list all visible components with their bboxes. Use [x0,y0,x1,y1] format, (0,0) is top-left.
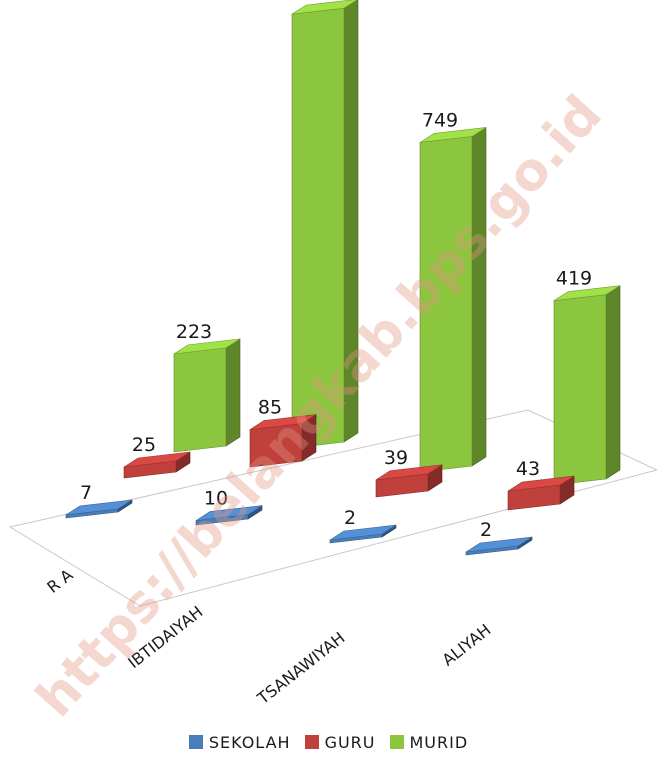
value-label-guru-aliyah: 43 [516,458,540,480]
bar-top [465,536,533,553]
value-label-sekolah-aliyah: 2 [480,519,492,541]
bar-sekolah-ibtidaiyah [195,505,263,526]
bar-guru-ra [123,451,191,479]
legend-swatch-murid [389,735,404,749]
legend-label-guru: GURU [324,732,376,752]
bar-side [225,338,241,447]
bar-top [195,505,263,521]
chart-legend: SEKOLAH GURU MURID [0,722,657,762]
category-label-tsanawiyah: TSANAWIYAH [253,628,348,708]
bar-murid-tsanawiyah [419,126,487,473]
bar-top [249,414,317,430]
bar-top [65,499,133,516]
category-label-ra: R A [43,565,76,597]
category-label-aliyah: ALIYAH [439,620,495,670]
bar-top [123,451,191,468]
value-label-murid-ibtidaiyah: 986 [294,0,330,3]
bar-top [173,338,241,355]
legend-item-murid: MURID [389,732,469,752]
bar-top [553,285,621,301]
value-label-murid-aliyah: 419 [556,268,592,290]
legend-swatch-sekolah [188,735,203,749]
bar-front [173,347,227,453]
legend-swatch-guru [304,735,319,749]
value-label-guru-ibtidaiyah: 85 [258,397,282,419]
bars-layer [65,0,621,556]
bar-side [605,285,621,480]
bar-top [419,127,487,143]
value-label-sekolah-ra: 7 [80,482,92,504]
bar-guru-ibtidaiyah [249,414,317,468]
bar-sekolah-aliyah [465,536,533,556]
bar-top [507,475,575,492]
bar-guru-aliyah [507,475,575,511]
bar-top [375,464,443,481]
value-label-sekolah-ibtidaiyah: 10 [204,488,228,510]
value-label-guru-ra: 25 [132,434,156,456]
value-label-murid-ra: 223 [176,321,212,343]
labels-layer: 223 986 749 419 25 85 39 43 7 10 2 2 [80,0,592,541]
legend-label-murid: MURID [409,732,469,752]
bar-guru-tsanawiyah [375,464,443,498]
bar-top [291,0,358,15]
legend-item-guru: GURU [304,732,376,752]
bar-murid-ibtidaiyah [291,0,359,449]
bar-top [329,524,397,541]
legend-label-sekolah: SEKOLAH [208,732,291,752]
legend-item-sekolah: SEKOLAH [188,732,291,752]
value-label-sekolah-tsanawiyah: 2 [344,507,356,529]
bar-murid-ra [173,338,241,453]
value-label-guru-tsanawiyah: 39 [384,447,408,469]
value-label-murid-tsanawiyah: 749 [422,109,458,131]
bar-front [553,294,607,486]
bar-murid-aliyah [553,285,621,486]
bar-sekolah-tsanawiyah [329,524,397,544]
bar-sekolah-ra [65,499,133,519]
chart-floor [8,409,657,607]
